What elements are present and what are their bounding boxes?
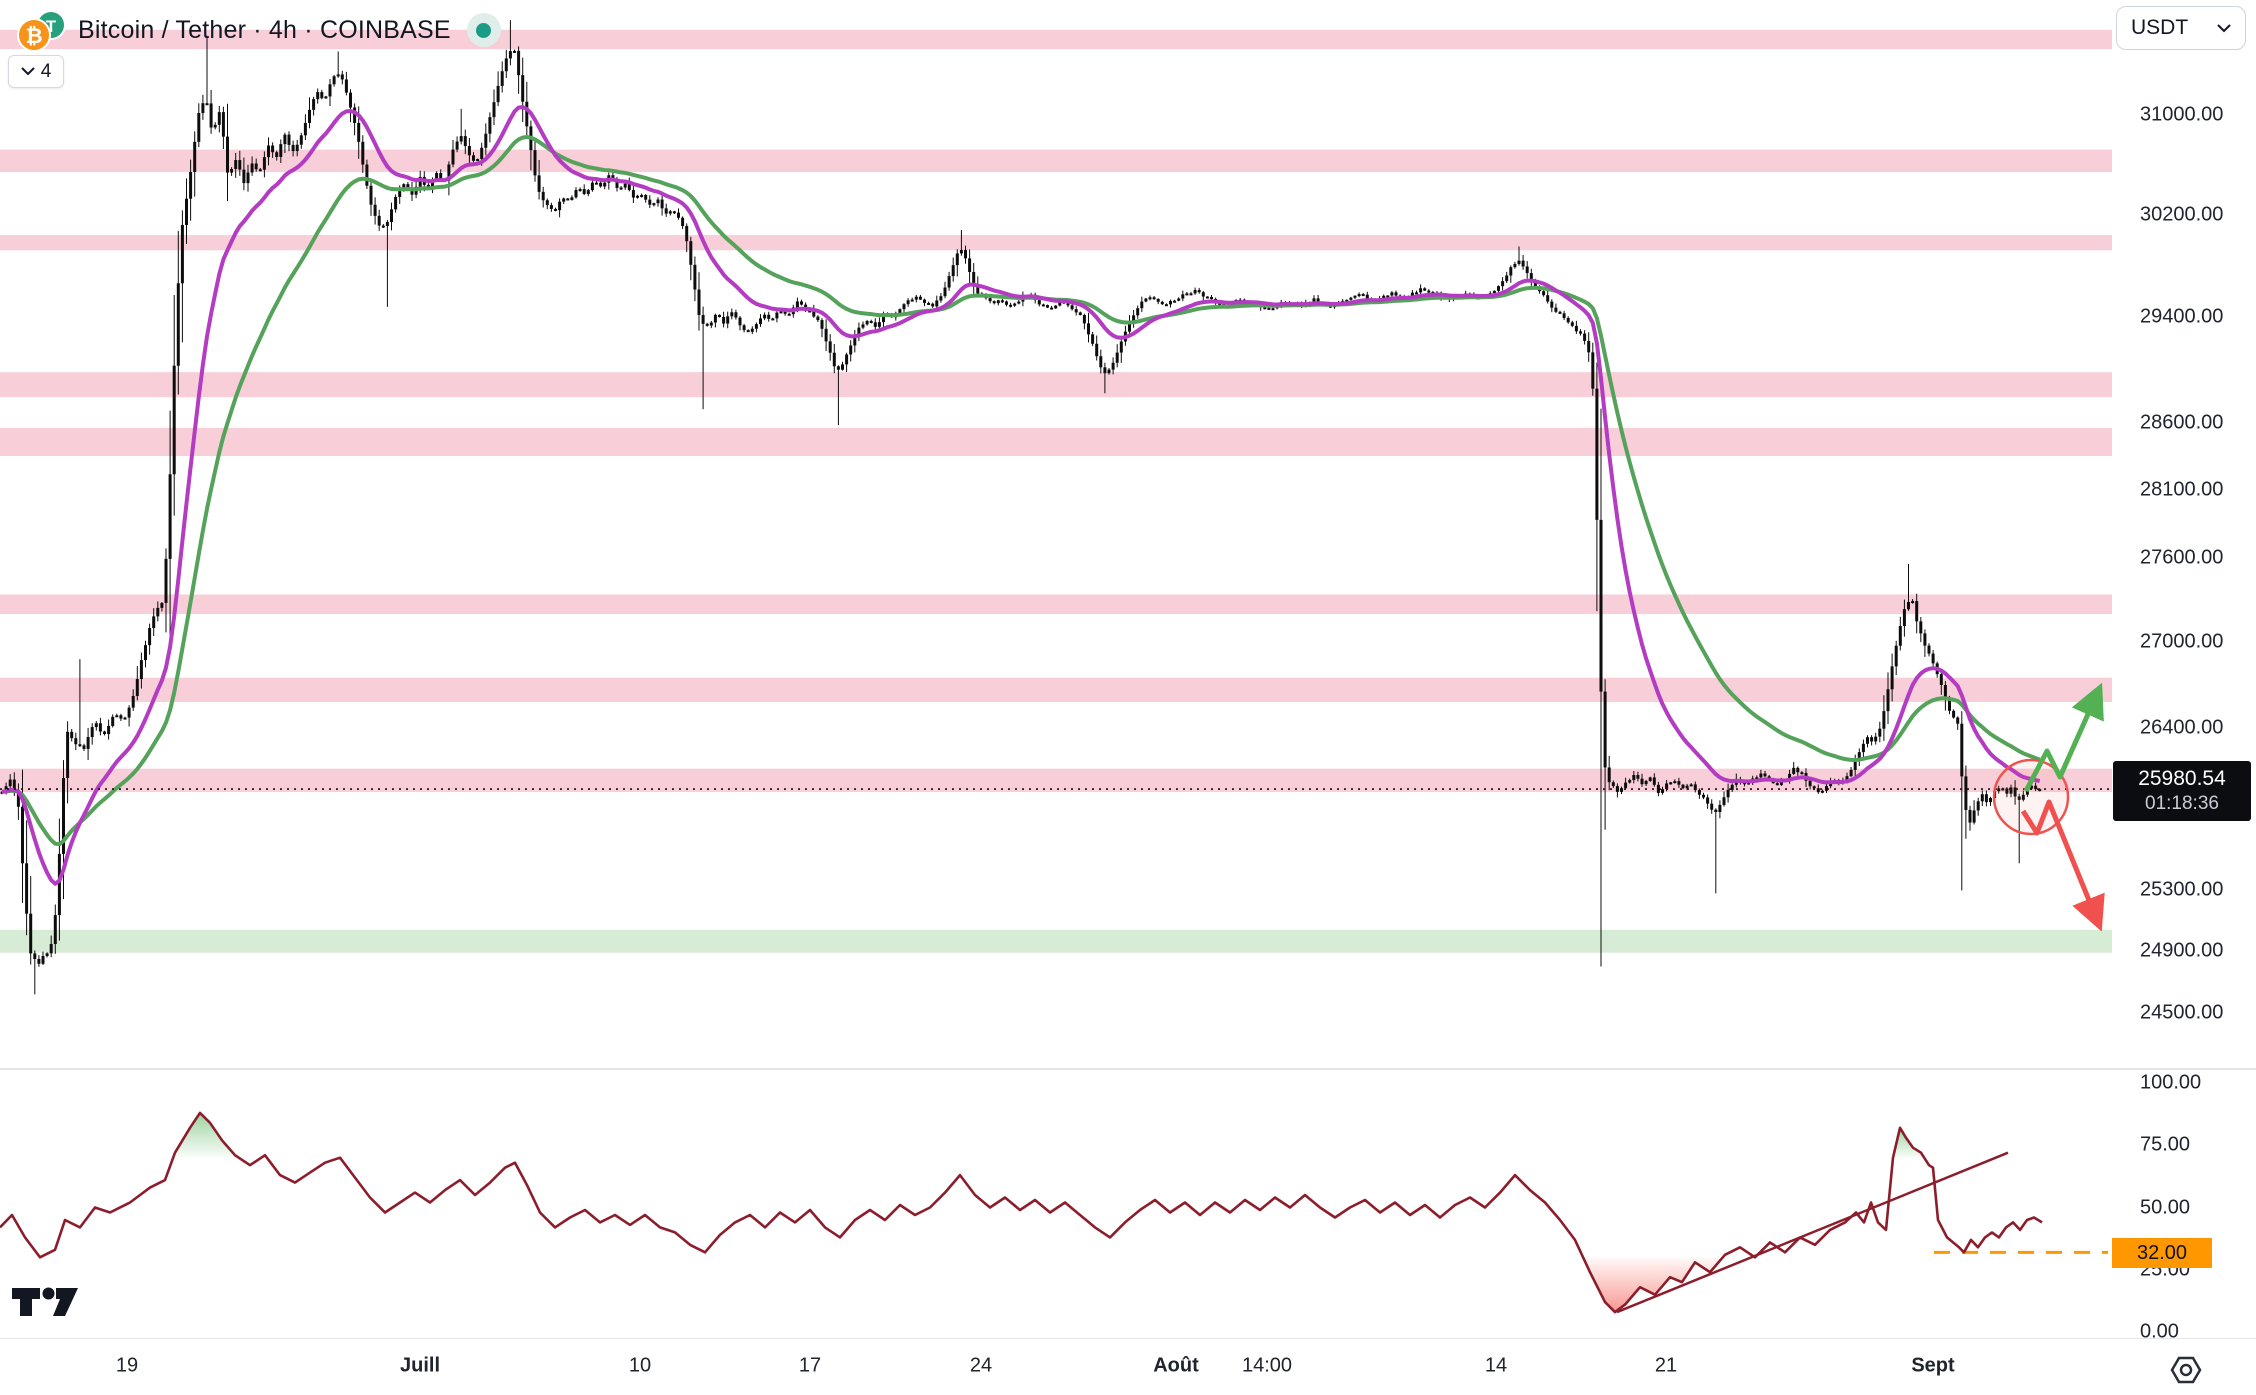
tether-icon-glyph: T [46,17,57,36]
tradingview-logo[interactable] [10,1282,86,1322]
price-tick-label: 30200.00 [2140,203,2224,226]
indicator-tick-label: 50.00 [2140,1196,2191,1219]
chevron-down-icon [2217,23,2231,32]
ma-fast-line[interactable] [1,105,2041,886]
symbol-header: T ₿ Bitcoin / Tether · 4h · COINBASE [10,6,501,54]
resistance-zone[interactable] [0,427,2112,457]
time-tick-label: Août [1153,1354,1199,1377]
time-tick-label: 17 [798,1354,822,1377]
current-price-badge: 25980.54 01:18:36 [2113,761,2251,822]
overbought-fill [173,1112,239,1158]
resistance-zone[interactable] [0,372,2112,398]
price-tick-label: 31000.00 [2140,103,2224,126]
price-tick-label: 27600.00 [2140,546,2224,569]
interval-widget[interactable]: 4 [8,55,64,88]
price-tick-label: 24500.00 [2140,1001,2224,1024]
indicator-tick-label: 75.00 [2140,1133,2191,1156]
entry-circle-annotation[interactable] [1992,758,2070,836]
resistance-zone[interactable] [0,677,2112,703]
time-tick-label: 19 [115,1354,139,1377]
price-tick-label: 26400.00 [2140,716,2224,739]
market-open-dot-icon [476,22,492,38]
rsi-line[interactable] [0,1111,2043,1314]
symbol-title[interactable]: Bitcoin / Tether · 4h · COINBASE [78,15,451,44]
resistance-zone[interactable] [0,768,2112,793]
candle-countdown: 01:18:36 [2145,793,2219,815]
current-price-value: 25980.54 [2138,767,2226,791]
time-tick-label: Sept [1911,1354,1955,1377]
price-tick-label: 24900.00 [2140,939,2224,962]
time-tick-label: 14 [1484,1354,1508,1377]
time-tick-label: 21 [1654,1354,1678,1377]
time-tick-label: 24 [969,1354,993,1377]
time-axis-separator [0,1338,2256,1339]
market-status-button[interactable] [466,13,501,47]
price-tick-label: 29400.00 [2140,305,2224,328]
bitcoin-icon [17,18,51,52]
indicator-threshold-badge: 32.00 [2112,1238,2212,1268]
resistance-zone[interactable] [0,594,2112,615]
bearish-arrow-annotation[interactable] [2020,799,2105,932]
pane-settings-icon[interactable] [2164,1348,2208,1392]
chevron-down-icon [20,67,35,76]
resistance-zone[interactable] [0,29,2112,50]
price-tick-label: 27000.00 [2140,630,2224,653]
indicator-tick-label: 100.00 [2140,1071,2202,1094]
time-tick-label: Juill [399,1354,441,1377]
currency-label: USDT [2131,16,2189,39]
time-tick-label: 14:00 [1241,1354,1293,1377]
bitcoin-icon-glyph: ₿ [25,25,42,48]
rsi-trendline[interactable] [1616,1151,2009,1314]
currency-selector[interactable]: USDT [2116,6,2246,50]
time-tick-label: 10 [628,1354,652,1377]
indicator-tick-label: 0.00 [2140,1320,2179,1343]
resistance-zone[interactable] [0,235,2112,251]
price-tick-label: 25300.00 [2140,878,2224,901]
bullish-arrow-annotation[interactable] [2023,682,2104,793]
pane-separator[interactable] [0,1068,2256,1070]
resistance-zone[interactable] [0,149,2112,173]
price-tick-label: 28100.00 [2140,478,2224,501]
interval-value: 4 [40,60,52,82]
price-tick-label: 28600.00 [2140,411,2224,434]
support-zone[interactable] [0,929,2112,953]
symbol-pair-logo: T ₿ [17,10,66,52]
